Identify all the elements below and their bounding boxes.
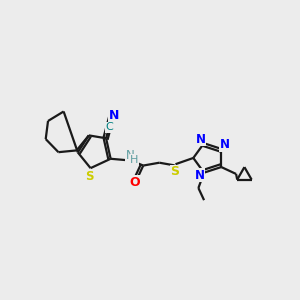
Text: N: N [195,169,205,182]
Text: N: N [125,149,134,162]
Text: H: H [130,154,139,165]
Text: C: C [105,122,113,132]
Text: N: N [109,109,119,122]
Text: O: O [129,176,140,189]
Text: N: N [195,133,206,146]
Text: S: S [170,165,179,178]
Text: S: S [85,170,93,183]
Text: N: N [220,138,230,151]
